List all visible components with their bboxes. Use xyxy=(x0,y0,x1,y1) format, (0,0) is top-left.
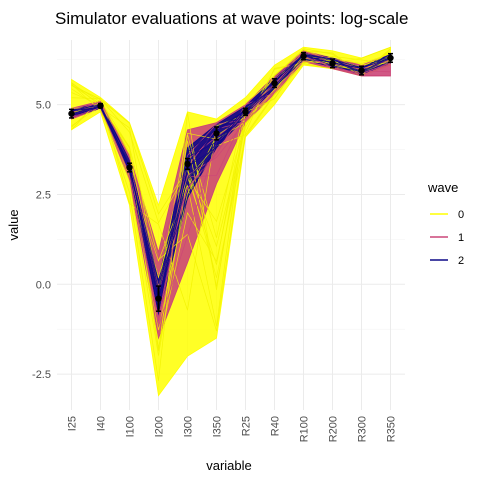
x-tick-label: R40 xyxy=(270,416,282,436)
wave-2-run-line xyxy=(71,54,391,295)
mean-point xyxy=(184,160,191,168)
wave-0-run-line xyxy=(71,60,391,278)
legend-title: wave xyxy=(427,180,458,195)
x-tick-label: I100 xyxy=(125,416,137,437)
x-axis-title: variable xyxy=(206,458,252,473)
mean-point xyxy=(329,60,336,67)
mean-point xyxy=(358,67,365,74)
y-tick-label: 0.0 xyxy=(36,279,51,291)
legend-label-wave-0: 0 xyxy=(458,209,464,221)
mean-point xyxy=(126,164,133,171)
mean-point xyxy=(213,130,220,137)
x-axis-ticks: I25 I40 I100 I200 I300 I350 R25 R40 R100 R200 R300… xyxy=(67,416,398,442)
y-axis-ticks: -2.5 0.0 2.5 5.0 xyxy=(32,100,51,381)
x-tick-label: I350 xyxy=(212,416,224,437)
wave-2-run-line xyxy=(71,53,391,313)
y-tick-label: -2.5 xyxy=(32,369,51,381)
x-tick-label: R100 xyxy=(299,416,311,442)
x-tick-label: I40 xyxy=(96,416,108,431)
x-tick-label: R350 xyxy=(386,416,398,442)
x-tick-label: I300 xyxy=(183,416,195,437)
wave-lines xyxy=(71,46,391,381)
y-tick-label: 5.0 xyxy=(36,100,51,112)
x-tick-label: R200 xyxy=(328,416,340,442)
x-tick-label: R25 xyxy=(241,416,253,436)
wave-2-points xyxy=(68,51,394,312)
mean-point xyxy=(387,54,394,62)
wave-0-run-line xyxy=(71,56,391,332)
mean-point xyxy=(271,79,278,87)
legend-label-wave-1: 1 xyxy=(458,232,464,244)
mean-point xyxy=(97,102,104,109)
mean-point xyxy=(68,110,75,117)
wave-1-run-line xyxy=(71,55,391,319)
wave-2-run-line xyxy=(71,55,391,313)
x-tick-label: I25 xyxy=(67,416,79,431)
x-tick-label: R300 xyxy=(357,416,369,442)
chart-title: Simulator evaluations at wave points: lo… xyxy=(55,9,408,28)
wave-0-run-line xyxy=(71,46,391,279)
wave-2-run-line xyxy=(71,54,391,285)
legend: wave 0 1 2 xyxy=(427,180,464,267)
legend-label-wave-2: 2 xyxy=(458,255,464,267)
x-tick-label: I200 xyxy=(154,416,166,437)
y-axis-title: value xyxy=(6,209,21,240)
y-tick-label: 2.5 xyxy=(36,189,51,201)
mean-point xyxy=(242,108,249,116)
mean-point xyxy=(300,52,307,60)
mean-point xyxy=(155,295,162,302)
